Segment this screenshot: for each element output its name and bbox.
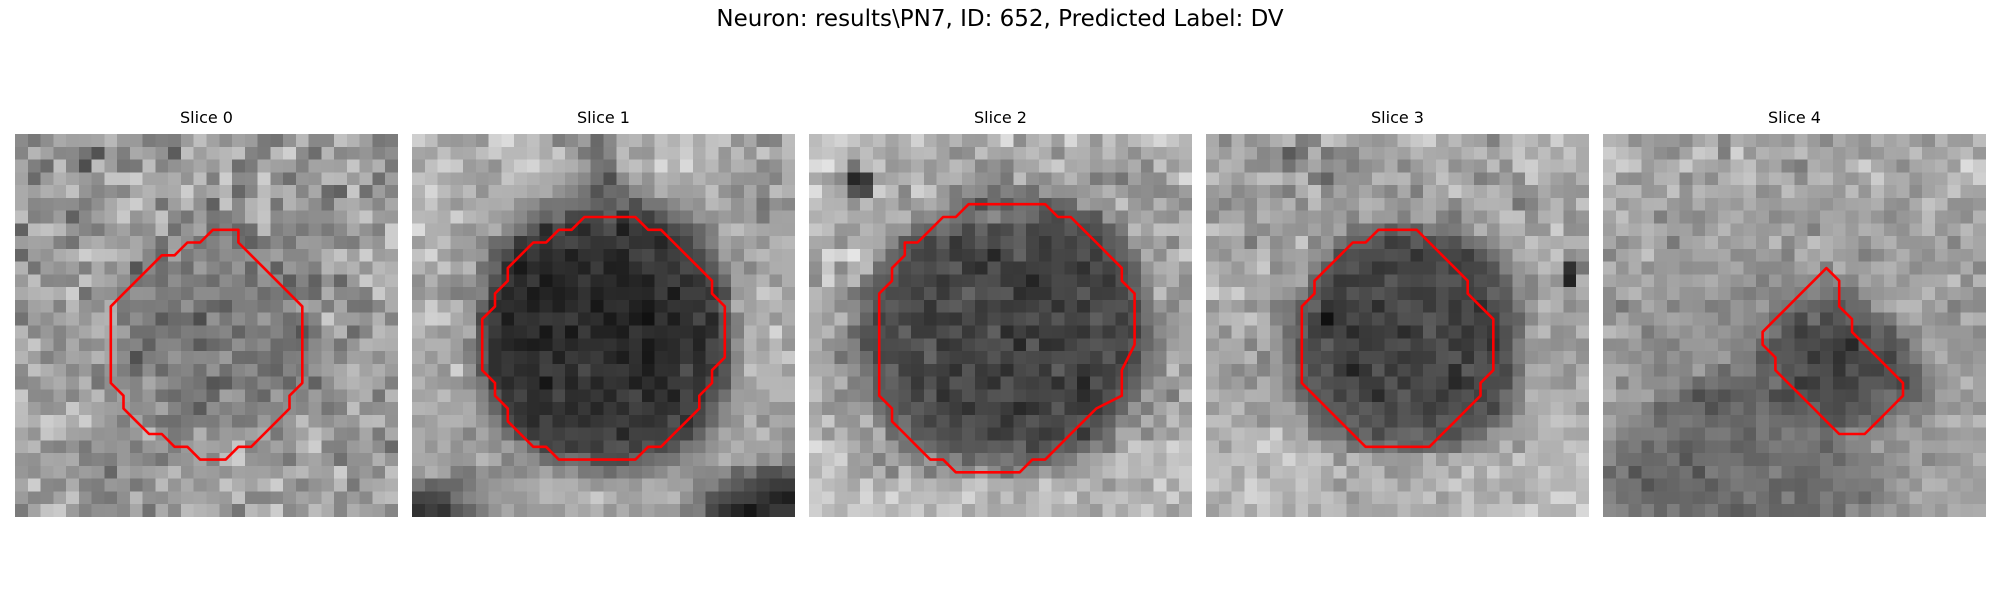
slice-image-4 bbox=[1603, 134, 1986, 517]
neuron-contour bbox=[877, 202, 1136, 474]
figure-title: Neuron: results\PN7, ID: 652, Predicted … bbox=[716, 6, 1284, 32]
slice-image-3 bbox=[1206, 134, 1589, 517]
slice-title-1: Slice 1 bbox=[577, 108, 630, 127]
slice-panel-1: Slice 1 bbox=[412, 108, 795, 518]
slice-pixel-grid bbox=[1206, 134, 1589, 517]
slice-panel-3: Slice 3 bbox=[1206, 108, 1589, 518]
neuron-contour bbox=[109, 228, 304, 461]
slice-title-4: Slice 4 bbox=[1768, 108, 1821, 127]
slice-panel-4: Slice 4 bbox=[1603, 108, 1986, 518]
slice-title-0: Slice 0 bbox=[180, 108, 233, 127]
slice-image-0 bbox=[15, 134, 398, 517]
slice-title-3: Slice 3 bbox=[1371, 108, 1424, 127]
neuron-contour bbox=[1300, 228, 1495, 449]
slice-image-1 bbox=[412, 134, 795, 517]
slice-title-2: Slice 2 bbox=[974, 108, 1027, 127]
slice-pixel-grid bbox=[15, 134, 398, 517]
slice-pixel-grid bbox=[412, 134, 795, 517]
slice-pixel-grid bbox=[1603, 134, 1986, 517]
slice-pixel-grid bbox=[809, 134, 1192, 517]
slice-image-2 bbox=[809, 134, 1192, 517]
neuron-contour bbox=[1761, 266, 1905, 436]
slice-panel-0: Slice 0 bbox=[15, 108, 398, 518]
neuron-contour bbox=[480, 215, 727, 461]
slice-panel-2: Slice 2 bbox=[809, 108, 1192, 518]
